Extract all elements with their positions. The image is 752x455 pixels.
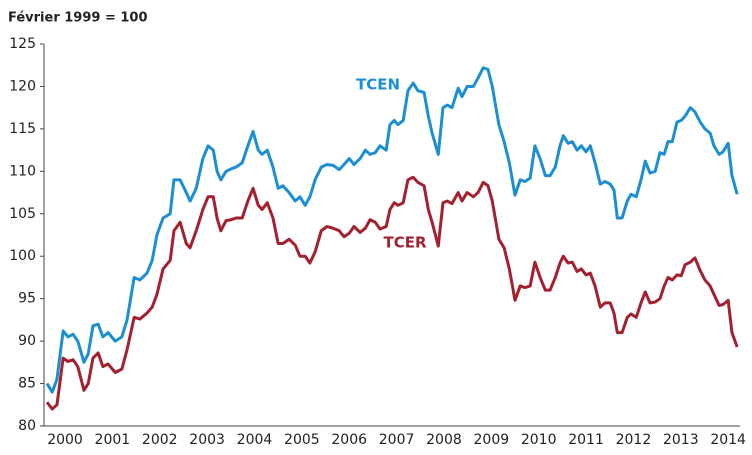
series-label: TCER (383, 234, 426, 252)
x-tick-label: 2013 (663, 432, 699, 448)
x-tick-label: 2005 (284, 432, 320, 448)
y-tick-label: 80 (18, 418, 36, 434)
x-tick-label: 2001 (95, 432, 131, 448)
y-tick-label: 125 (9, 36, 36, 52)
x-tick-label: 2004 (237, 432, 273, 448)
x-tick-label: 2007 (379, 432, 415, 448)
y-tick-label: 110 (9, 163, 36, 179)
x-tick-label: 2012 (616, 432, 652, 448)
x-tick-label: 2011 (568, 432, 604, 448)
series-label: TCEN (356, 76, 400, 94)
y-tick-label: 85 (18, 376, 36, 392)
y-tick-label: 105 (9, 206, 36, 222)
x-tick-label: 2000 (47, 432, 83, 448)
y-tick-label: 100 (9, 248, 36, 264)
line-series (45, 175, 739, 411)
chart-title: Février 1999 = 100 (8, 11, 148, 26)
y-tick-label: 120 (9, 78, 36, 94)
y-tick-label: 90 (18, 333, 36, 349)
x-tick-label: 2003 (189, 432, 225, 448)
y-tick-label: 95 (18, 291, 36, 307)
line-series (45, 66, 739, 394)
x-tick-label: 2006 (331, 432, 367, 448)
x-tick-label: 2010 (521, 432, 557, 448)
x-tick-label: 2008 (426, 432, 462, 448)
x-tick-label: 2014 (710, 432, 746, 448)
x-tick-label: 2009 (474, 432, 510, 448)
y-tick-label: 115 (9, 121, 36, 137)
x-tick-label: 2002 (142, 432, 178, 448)
